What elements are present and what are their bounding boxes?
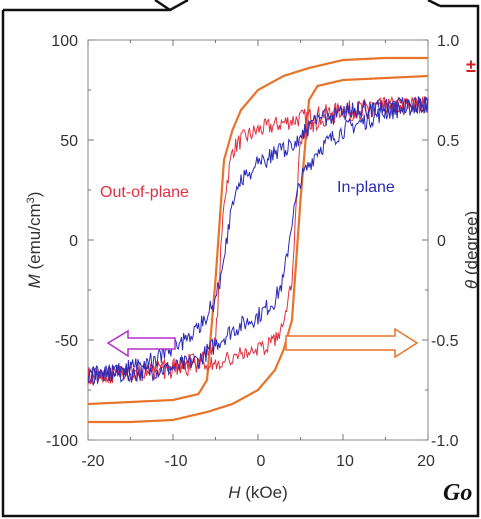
left-tick-labels: 100 50 0 -50 -100 bbox=[46, 33, 78, 450]
left-tick-label: 100 bbox=[51, 33, 78, 50]
right-tick-label: 0 bbox=[437, 233, 446, 250]
x-axis-var: H bbox=[228, 483, 241, 502]
axis-ticks bbox=[87, 39, 429, 441]
x-tick-label: 20 bbox=[417, 453, 435, 470]
left-axis-close: ) bbox=[25, 192, 44, 198]
x-tick-label: 10 bbox=[336, 453, 354, 470]
left-tick-label: -50 bbox=[55, 333, 78, 350]
in-plane-label: In-plane bbox=[337, 179, 395, 196]
data-curves bbox=[87, 56, 429, 424]
frame-pointer-right bbox=[427, 0, 441, 8]
x-axis-unit: (kOe) bbox=[241, 483, 288, 502]
x-tick-label: 0 bbox=[257, 453, 266, 470]
right-axis-var: θ bbox=[462, 279, 481, 289]
right-tick-labels: 1.0 0.5 0 -0.5 -1.0 bbox=[431, 33, 459, 450]
kerr-rotation-curve-branch-1 bbox=[88, 74, 429, 424]
in-plane-curve-branch-1 bbox=[87, 96, 429, 384]
x-tick-labels: -20 -10 0 10 20 bbox=[81, 453, 435, 470]
right-tick-label: 1.0 bbox=[437, 33, 459, 50]
corner-text-top-right: ± bbox=[466, 56, 476, 76]
right-tick-label: 0.5 bbox=[437, 133, 459, 150]
x-tick-label: -20 bbox=[81, 453, 104, 470]
right-tick-label: -1.0 bbox=[431, 433, 459, 450]
right-tick-label: -0.5 bbox=[431, 333, 459, 350]
kerr-rotation-curve-branch-0 bbox=[87, 56, 428, 406]
corner-text-bottom-right: Go bbox=[443, 480, 472, 506]
right-axis-title: θ (degree) bbox=[462, 211, 481, 289]
left-tick-label: 50 bbox=[60, 133, 78, 150]
x-tick-label: -10 bbox=[164, 453, 187, 470]
left-axis-var: M bbox=[25, 273, 44, 288]
left-tick-label: 0 bbox=[69, 233, 78, 250]
left-axis-sup: 3 bbox=[25, 197, 37, 203]
right-axis-arrow bbox=[285, 327, 419, 359]
out-of-plane-label: Out-of-plane bbox=[100, 184, 189, 201]
right-axis-unit: (degree) bbox=[462, 211, 481, 280]
left-axis-arrow bbox=[106, 329, 176, 358]
left-axis-title: M (emu/cm3) bbox=[25, 192, 44, 289]
frame-pointer-left bbox=[154, 0, 171, 12]
left-axis-unit: (emu/cm bbox=[25, 203, 44, 274]
plot-area bbox=[87, 39, 429, 441]
x-axis-title: H (kOe) bbox=[228, 483, 288, 502]
left-tick-label: -100 bbox=[46, 433, 78, 450]
